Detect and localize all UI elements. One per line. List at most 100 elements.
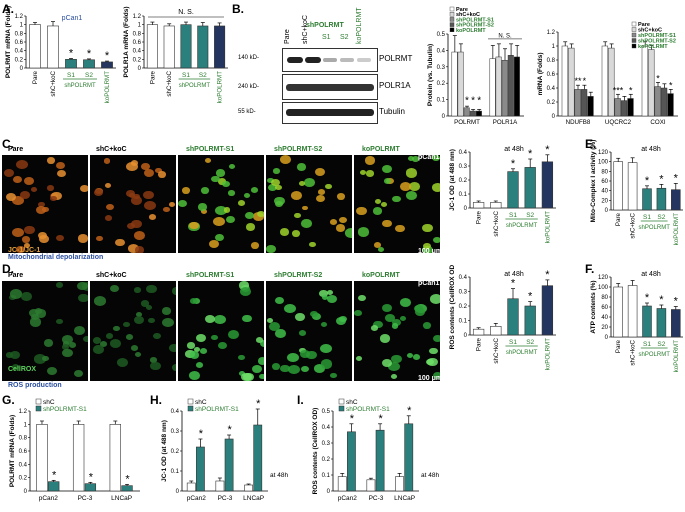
x-tick-label: Pare [476, 337, 483, 351]
blot-lane-label: Pare [284, 29, 291, 44]
x-tick-label: S1 [509, 339, 517, 346]
bar [561, 45, 569, 117]
legend-label: shPOLRMT-S1 [638, 33, 676, 39]
x-tick-label: koPOLRMT [217, 71, 224, 104]
legend-label: koPOLRMT [638, 44, 668, 50]
bar [656, 308, 667, 338]
bar [613, 161, 623, 211]
legend-label: shPOLRMT-S2 [638, 39, 676, 45]
y-tick-label: 1.2 [133, 14, 142, 20]
significance-star: * [511, 158, 516, 170]
y-axis-label: ATP contents (%) [590, 280, 597, 333]
bar [490, 202, 502, 209]
panel-letter-c: C. [2, 137, 14, 151]
bar [490, 325, 502, 336]
y-tick-label: 0.8 [19, 436, 28, 442]
legend-label: shPOLRMT-S1 [195, 406, 239, 413]
bar [642, 305, 652, 338]
significance-star: * [465, 96, 469, 107]
y-tick-label: 0.4 [437, 48, 446, 54]
y-axis-label: POLRMT mRNA (Folds) [5, 6, 12, 78]
significance-star: *** [613, 85, 624, 95]
x-tick-label: koPOLRMT [673, 213, 680, 246]
panel-letter-h: H. [150, 393, 162, 407]
bar [84, 483, 97, 492]
significance-star: * [674, 172, 679, 184]
significance-star: * [674, 296, 679, 308]
blot-marker-140: 140 kD- [238, 55, 260, 61]
panel-letter-i: I. [297, 393, 304, 407]
x-tick-label: S2 [526, 212, 534, 219]
legend-label: shC [346, 399, 358, 406]
y-tick-label: 0.1 [437, 98, 446, 104]
cellrox-stain-label: CellROX [8, 366, 37, 373]
y-tick-label: 0.4 [459, 275, 468, 281]
x-tick-label: S2 [526, 339, 534, 346]
chart-b-mrna: 0 0.2 0.4 0.6 0.8 1 1.2 mRNA (Folds) NDUFB8 UQCRC… [537, 21, 678, 126]
legend-swatch [35, 405, 42, 412]
bar [627, 285, 638, 338]
legend-label: shC+koC [456, 12, 480, 18]
x-tick-label: S1 [643, 214, 651, 221]
blot-lane-labels: Pare shC+koC S1 S2 koPOLRMT [282, 7, 376, 48]
bar [29, 24, 41, 69]
micrograph-image [178, 281, 264, 381]
bar [507, 171, 519, 209]
jc1-caption: Mitochondrial depolarization [8, 254, 104, 261]
x-tick-label: pCan2 [187, 495, 207, 502]
bar [36, 424, 48, 492]
bar [163, 25, 175, 69]
panel-letter-d: D. [2, 262, 14, 276]
blot-protein-polr1a: POLR1A [379, 81, 411, 90]
y-tick-label: 0 [138, 66, 142, 72]
blot-tubulin [282, 102, 378, 124]
group-label: shPOLRMT [639, 352, 671, 358]
y-tick-label: 0 [605, 208, 609, 214]
bar [65, 59, 77, 69]
y-tick-label: 1 [552, 44, 556, 50]
chart-note: N. S. [178, 9, 194, 16]
significance-star: * [256, 398, 261, 410]
micrograph-title: shPOLRMT-S1 [186, 146, 235, 153]
bar [541, 285, 554, 336]
blot-lane-label: shC+koC [302, 15, 309, 44]
y-tick-label: 0.4 [322, 425, 331, 431]
micrograph-title: Pare [8, 272, 24, 279]
y-tick-label: 0.8 [547, 58, 556, 64]
bar [48, 481, 60, 492]
y-tick-label: 0.4 [459, 150, 468, 156]
x-tick-label: koPOLRMT [104, 71, 111, 104]
y-tick-label: 0.5 [437, 32, 446, 38]
bar [601, 45, 609, 117]
bar [180, 24, 192, 69]
bar [641, 45, 649, 117]
significance-star: ** [574, 76, 582, 86]
panel-letter-g: G. [2, 393, 15, 407]
significance-star: * [669, 80, 673, 90]
significance-star: * [227, 424, 232, 436]
chart-note: at 48h [421, 472, 439, 479]
y-tick-label: 0 [464, 333, 468, 339]
bar [121, 485, 133, 492]
jc1-stain-label: JC-1/JC-1 [8, 247, 41, 254]
bar [495, 56, 502, 117]
y-tick-label: 0.2 [437, 81, 446, 87]
x-tick-label: koPOLRMT [544, 338, 551, 371]
bar [587, 96, 594, 117]
y-tick-label: 0.1 [171, 469, 180, 475]
group-label: shPOLRMT [64, 83, 96, 89]
blot-lane-label: koPOLRMT [356, 7, 363, 44]
x-tick-label: koPOLRMT [544, 211, 551, 244]
bar [507, 55, 514, 117]
y-tick-label: 0.2 [547, 100, 556, 106]
significance-star: * [105, 50, 110, 62]
y-tick-label: 20 [601, 325, 608, 331]
x-tick-label: POLRMT [454, 119, 480, 126]
bar [101, 61, 113, 69]
bar [47, 25, 59, 69]
